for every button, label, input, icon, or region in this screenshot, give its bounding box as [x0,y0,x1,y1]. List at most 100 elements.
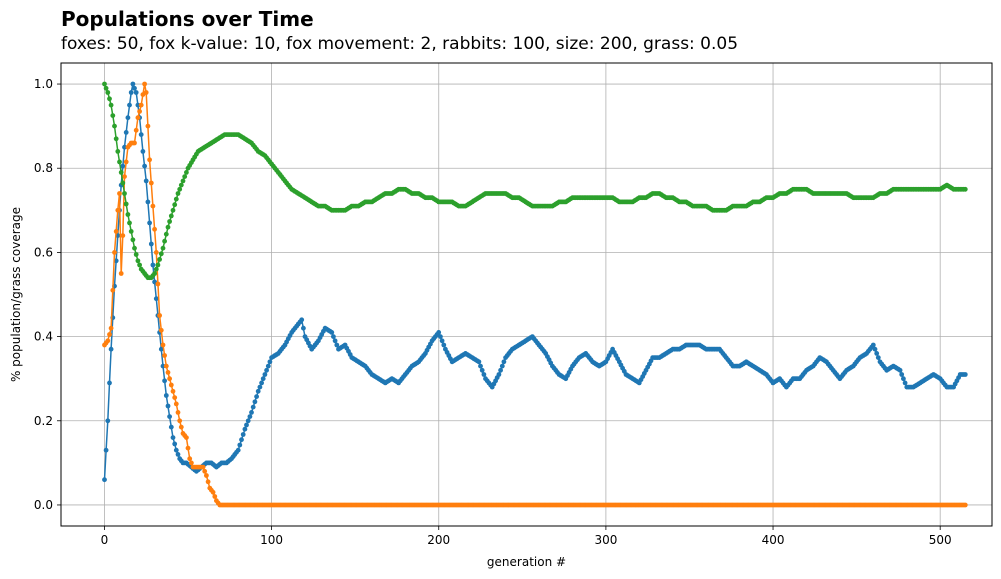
data-point [478,363,483,369]
data-point [117,191,122,196]
data-point [200,464,206,470]
data-point [204,473,209,478]
data-point [496,372,502,377]
data-point [170,207,176,213]
series-line [103,83,966,506]
data-point [180,178,186,184]
data-point [142,163,148,169]
data-point [175,452,181,457]
data-point [140,149,146,154]
y-tick-label: 0.4 [34,330,53,344]
data-point [163,231,169,237]
data-point [147,157,153,163]
x-tick-label: 100 [260,533,283,547]
data-point [138,132,144,138]
x-tick-label: 400 [762,533,785,547]
data-point [102,81,107,87]
data-point [476,359,482,365]
data-point [120,233,126,239]
x-tick-label: 500 [929,533,952,547]
chart-subtitle: foxes: 50, fox k-value: 10, fox movement… [61,34,739,54]
data-point [168,424,174,430]
data-point [162,238,168,244]
data-point [245,418,251,424]
data-point [235,447,241,453]
y-tick-label: 0.2 [34,414,53,428]
data-point [150,262,156,268]
data-point [162,353,168,358]
data-point [123,130,129,135]
data-point [240,432,246,437]
grid-lines [61,63,992,526]
data-point [254,394,259,399]
data-point [173,196,179,202]
data-point [212,494,218,499]
data-point [162,378,168,384]
series-1 [102,81,968,483]
data-point [182,174,188,180]
data-point [167,219,173,224]
data-point [135,115,141,121]
data-point [130,237,136,243]
data-point [123,159,129,165]
y-tick-label: 1.0 [34,77,53,91]
data-point [479,367,485,373]
data-point [168,213,174,219]
x-tick-label: 200 [427,533,450,547]
series-layer [102,81,968,508]
data-point [874,351,880,356]
data-point [250,404,256,410]
data-point [138,102,144,108]
data-point [902,380,908,386]
data-point [105,90,111,95]
data-point [436,330,442,335]
data-point [301,325,306,331]
data-point [252,399,258,405]
data-point [160,363,166,369]
data-point [115,207,121,213]
data-point [115,149,121,154]
data-point [875,355,881,360]
data-point [145,199,151,205]
data-point [332,338,338,344]
data-point [107,380,112,386]
x-tick-label: 300 [594,533,617,547]
data-point [133,127,139,133]
x-tick-label: 0 [101,533,109,547]
data-point [122,174,127,180]
data-point [142,81,148,87]
data-point [128,229,134,234]
data-point [265,363,271,369]
series-line [103,83,966,279]
data-point [255,388,261,394]
data-point [962,186,968,192]
data-point [150,203,156,209]
data-point [127,102,132,108]
data-point [147,220,153,226]
data-point [113,229,119,234]
data-point [153,250,159,255]
data-point [165,224,171,230]
data-point [128,90,134,95]
data-point [239,437,244,443]
data-point [155,281,161,287]
data-point [127,220,132,226]
data-point [143,90,149,95]
data-point [210,489,216,495]
data-point [165,370,171,375]
data-point [168,382,174,388]
data-point [137,109,143,114]
data-point [498,367,503,373]
y-tick-label: 0.6 [34,245,53,259]
data-point [167,376,173,382]
data-point [105,418,111,424]
data-point [170,435,176,440]
data-point [132,85,137,91]
data-point [103,85,109,91]
data-point [481,372,487,377]
data-point [334,342,340,348]
data-point [108,325,114,331]
data-point [173,401,179,407]
data-point [189,460,194,466]
